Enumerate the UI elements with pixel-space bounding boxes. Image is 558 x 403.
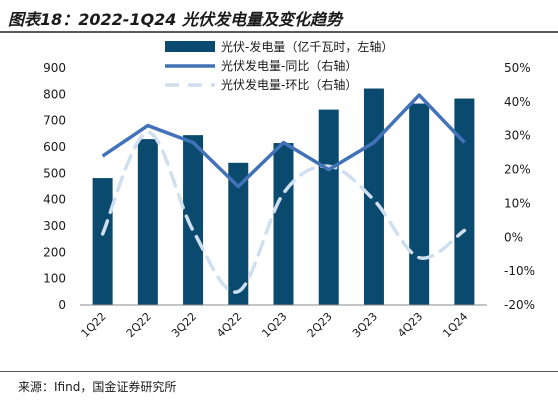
x-tick-label-1Q23: 1Q23 xyxy=(259,310,289,340)
x-tick-label-3Q23: 3Q23 xyxy=(350,310,380,340)
right-axis-tick-label: 20% xyxy=(504,163,531,177)
bar-4Q23 xyxy=(409,103,430,305)
legend-label-yoy: 光伏发电量-同比（右轴） xyxy=(221,58,357,73)
bar-2Q22 xyxy=(137,139,158,305)
right-axis-tick-label: -20% xyxy=(504,298,535,312)
left-axis-tick-label: 600 xyxy=(43,140,66,154)
right-axis-tick-label: 40% xyxy=(504,95,531,109)
source-rule xyxy=(0,371,558,372)
bar-1Q22 xyxy=(92,178,113,305)
left-axis-tick-label: 800 xyxy=(43,87,66,101)
left-axis-tick-label: 200 xyxy=(43,245,66,259)
chart-title: 图表18：2022-1Q24 光伏发电量及变化趋势 xyxy=(8,10,343,29)
right-axis-tick-label: 0% xyxy=(504,230,523,244)
x-tick-label-1Q24: 1Q24 xyxy=(440,310,470,340)
legend-swatch-bar xyxy=(165,41,215,52)
bar-3Q22 xyxy=(183,135,204,305)
title-rule xyxy=(0,31,558,33)
left-axis-tick-label: 0 xyxy=(58,298,66,312)
legend-label-bar: 光伏-发电量（亿千瓦时，左轴） xyxy=(221,39,393,54)
left-axis-tick-label: 300 xyxy=(43,219,66,233)
x-tick-label-2Q22: 2Q22 xyxy=(124,310,154,340)
right-axis-tick-label: 10% xyxy=(504,196,531,210)
bar-1Q24 xyxy=(454,98,475,306)
left-axis-tick-label: 400 xyxy=(43,193,66,207)
left-axis-tick-label: 900 xyxy=(43,61,66,75)
bar-4Q22 xyxy=(228,162,249,305)
x-tick-label-2Q23: 2Q23 xyxy=(305,310,335,340)
bar-1Q23 xyxy=(273,143,294,305)
source-note: 来源：Ifind，国金证券研究所 xyxy=(18,380,177,394)
x-tick-label-1Q22: 1Q22 xyxy=(79,310,109,340)
x-tick-label-4Q22: 4Q22 xyxy=(214,310,244,340)
bar-2Q23 xyxy=(318,109,339,306)
qoq-line xyxy=(100,130,467,294)
right-axis-tick-label: 50% xyxy=(504,61,531,75)
left-axis-tick-label: 700 xyxy=(43,114,66,128)
left-axis-tick-label: 500 xyxy=(43,166,66,180)
right-axis-tick-label: -10% xyxy=(504,264,535,278)
bar-3Q23 xyxy=(363,88,384,305)
legend-label-qoq: 光伏发电量-环比（右轴） xyxy=(221,77,357,92)
left-axis-tick-label: 100 xyxy=(43,272,66,286)
right-axis-tick-label: 30% xyxy=(504,129,531,143)
x-tick-label-4Q23: 4Q23 xyxy=(395,310,425,340)
x-tick-label-3Q22: 3Q22 xyxy=(169,310,199,340)
